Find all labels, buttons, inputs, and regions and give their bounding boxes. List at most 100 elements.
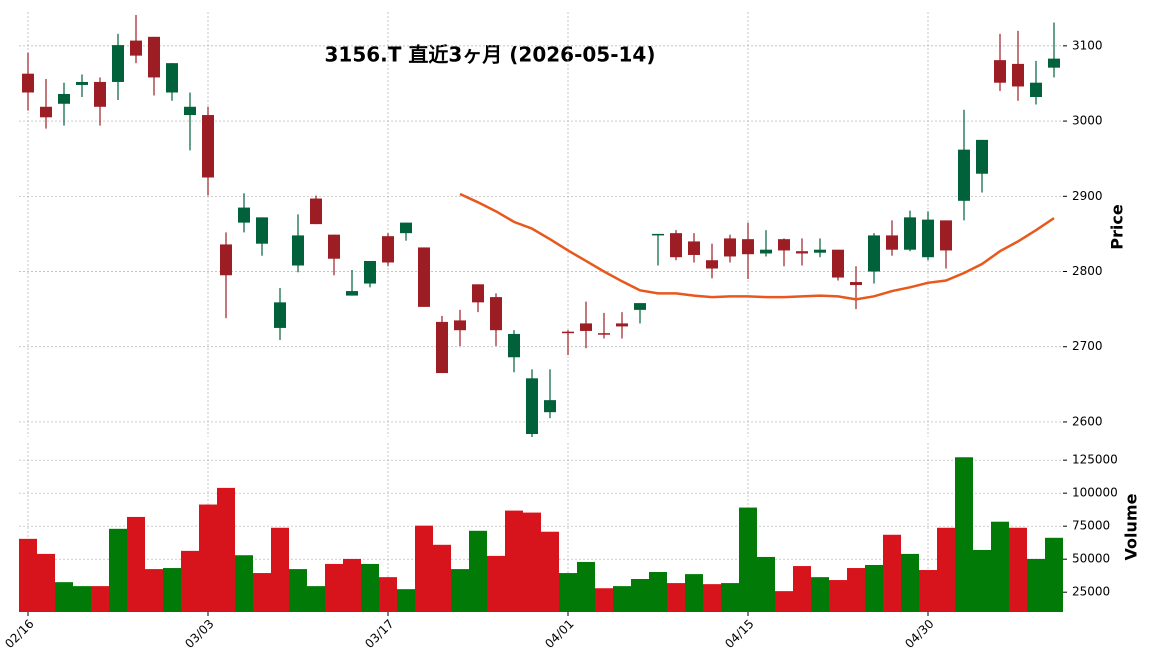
candle-body [868,235,880,272]
candle-body [976,139,988,174]
volume-bar [793,566,811,612]
chart-title: 3156.T 直近3ヶ月 (2026-05-14) [325,43,656,67]
x-tick-label: 03/17 [362,617,396,651]
volume-bar [775,591,793,612]
candle-body [670,233,682,258]
candle-body [148,36,160,78]
volume-bar [307,586,325,612]
candle-body [814,249,826,253]
volume-bar [289,569,307,612]
candle-body [580,323,592,331]
y-tick-label: 2800 [1072,264,1103,278]
volume-bar [19,538,37,612]
volume-bar [91,586,109,612]
y-tick-label: 3100 [1072,38,1103,52]
candle-body [112,45,124,82]
x-tick-label: 03/03 [182,617,216,651]
volume-bar [127,516,145,612]
volume-bar [613,586,631,612]
candle-body [544,400,556,413]
x-tick-label: 04/30 [902,617,936,651]
volume-bar [595,588,613,612]
candle-body [184,106,196,116]
candle-body [130,40,142,56]
candle-body [994,60,1006,83]
volume-bar [847,568,865,612]
candle-body [688,241,700,255]
volume-bar [865,564,883,612]
candle-body [598,333,610,335]
candle-body [166,63,178,93]
volume-bar [955,457,973,612]
volume-bar [919,570,937,612]
volume-bar [739,507,757,612]
candle-body [400,222,412,234]
candle-body [886,235,898,250]
volume-bar [415,525,433,612]
candle-body [364,260,376,284]
volume-bar [361,563,379,612]
candle-body [292,235,304,266]
candle-body [616,323,628,327]
volume-bar [451,569,469,612]
volume-bar [703,584,721,612]
volume-bar [73,586,91,612]
price-axis-label: Price [1108,204,1127,250]
x-tick-label: 02/16 [2,617,36,651]
volume-bar [487,555,505,612]
y-tick-label: 3000 [1072,114,1103,128]
volume-bar [1009,527,1027,612]
candle-body [220,244,232,276]
candle-body [238,207,250,223]
candle-body [652,233,664,236]
volume-bar [973,549,991,612]
volume-bar [937,527,955,612]
candle-body [850,282,862,286]
volume-bar [505,510,523,612]
volume-bar [55,582,73,612]
candle-body [562,331,574,334]
volume-bar [433,544,451,612]
y-tick-label: 2700 [1072,339,1103,353]
candle-body [832,249,844,278]
volume-bar [325,563,343,612]
volume-bar [1045,537,1063,612]
volume-bar [343,558,361,612]
volume-bar [559,573,577,612]
volume-bar [271,527,289,612]
candle-body [724,238,736,257]
candle-body [634,303,646,310]
volume-bar [397,589,415,612]
volume-bar [721,583,739,612]
y-tick-label: 50000 [1072,552,1110,566]
volume-bar [109,528,127,612]
volume-bar [181,550,199,612]
candle-body [76,81,88,85]
volume-bar [667,583,685,612]
candle-body [436,321,448,374]
volume-bar [685,574,703,612]
volume-bar [811,577,829,612]
candle-body [382,236,394,263]
volume-bar [469,530,487,612]
candle-body [22,73,34,93]
x-tick-label: 04/01 [542,617,576,651]
volume-bar [1027,558,1045,612]
volume-bar [37,553,55,612]
volume-bar [631,578,649,612]
candle-body [58,93,70,104]
candle-body [328,234,340,259]
volume-bar [577,561,595,612]
candle-body [1048,58,1060,68]
candle-body [760,249,772,254]
candle-body [940,220,952,251]
x-tick-label: 04/15 [722,617,756,651]
volume-bar [235,555,253,612]
volume-bar [253,573,271,612]
candle-body [202,115,214,178]
candle-body [904,217,916,250]
candle-body [958,149,970,201]
y-tick-label: 100000 [1072,486,1118,500]
candle-body [706,260,718,269]
